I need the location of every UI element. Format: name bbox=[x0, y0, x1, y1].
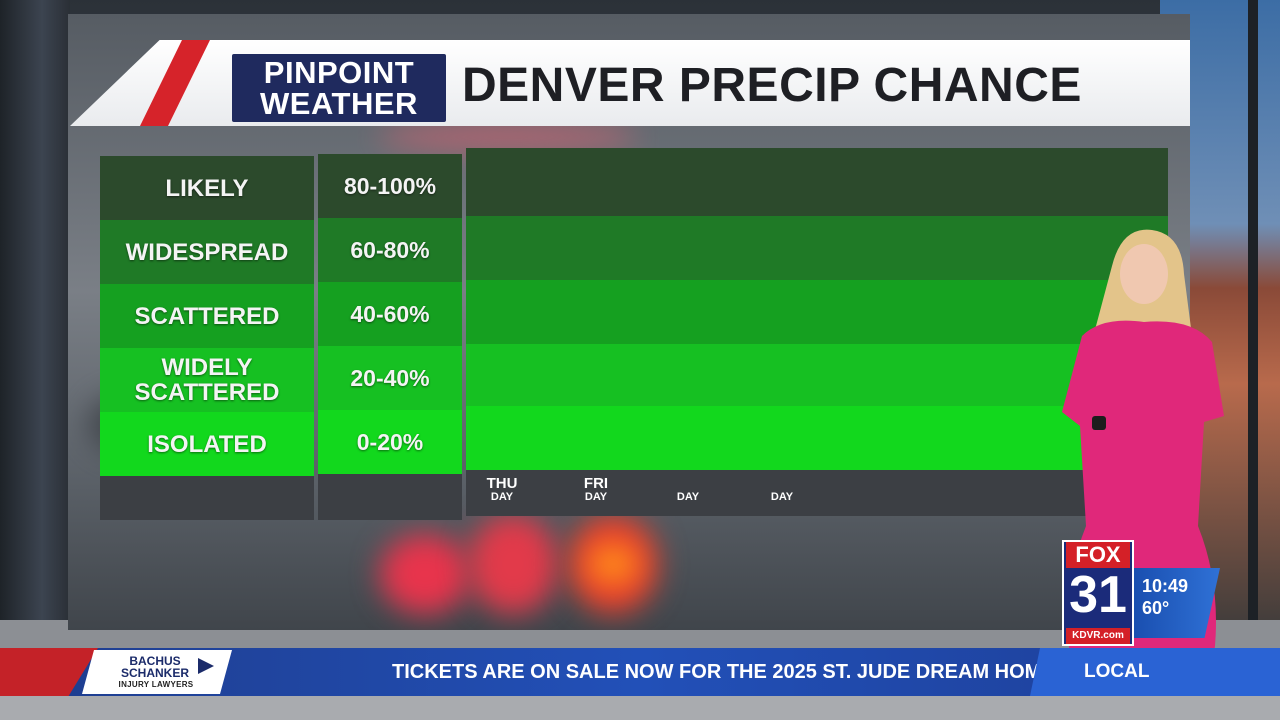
range-60-80: 60-80% bbox=[318, 218, 462, 282]
sponsor-arrow-icon bbox=[198, 658, 214, 674]
day-sub: DAY bbox=[770, 491, 794, 503]
range-footer bbox=[318, 474, 462, 520]
time-temp-panel: 10:49 60° bbox=[1134, 568, 1220, 638]
radar-blob bbox=[380, 534, 470, 614]
range-label: 80-100% bbox=[343, 172, 437, 199]
logo-line-1: PINPOINT bbox=[263, 55, 415, 90]
radar-blob bbox=[588, 544, 638, 584]
pinpoint-weather-logo: PINPOINT WEATHER bbox=[232, 54, 446, 122]
day-label-thu: THU DAY bbox=[472, 476, 532, 504]
category-label: WIDESPREAD bbox=[125, 238, 289, 266]
bottom-strip bbox=[0, 696, 1280, 720]
day-label-3: DAY bbox=[658, 476, 718, 504]
day-name: THU bbox=[486, 475, 518, 492]
day-sub: DAY bbox=[490, 491, 514, 503]
range-label: 60-80% bbox=[350, 236, 430, 263]
day-labels: THU DAY FRI DAY DAY DAY bbox=[466, 470, 1168, 516]
percentage-column: 80-100% 60-80% 40-60% 20-40% 0-20% bbox=[318, 154, 462, 520]
category-label-line-1: WIDELY bbox=[161, 354, 253, 381]
radar-blob bbox=[378, 122, 638, 152]
category-label: ISOLATED bbox=[147, 430, 267, 458]
clicker bbox=[1092, 416, 1106, 430]
day-label-fri: FRI DAY bbox=[566, 476, 626, 504]
sponsor-logo: BACHUS SCHANKER INJURY LAWYERS bbox=[82, 650, 232, 694]
logo-line-2: WEATHER bbox=[260, 86, 418, 121]
band-isolated bbox=[466, 406, 1168, 470]
day-name bbox=[658, 476, 718, 491]
page-title: DENVER PRECIP CHANCE bbox=[462, 59, 1082, 112]
category-widely-scattered: WIDELY SCATTERED bbox=[100, 348, 314, 412]
day-name bbox=[752, 476, 812, 491]
range-label: 40-60% bbox=[350, 300, 430, 327]
day-label-strip bbox=[466, 470, 1168, 516]
news-ticker: BACHUS SCHANKER INJURY LAWYERS TICKETS A… bbox=[0, 648, 1280, 696]
sponsor-name: BACHUS SCHANKER bbox=[110, 655, 200, 679]
category-label: LIKELY bbox=[165, 174, 249, 202]
day-sub: DAY bbox=[584, 491, 608, 503]
category-label: SCATTERED bbox=[134, 302, 280, 330]
sponsor-name-line-1: BACHUS bbox=[129, 654, 181, 668]
sponsor-name-line-2: SCHANKER bbox=[120, 666, 189, 680]
sponsor-tagline: INJURY LAWYERS bbox=[118, 680, 194, 689]
range-label: 0-20% bbox=[356, 428, 424, 455]
category-footer bbox=[100, 476, 314, 520]
day-sub: DAY bbox=[676, 491, 700, 503]
current-time: 10:49 bbox=[1142, 576, 1189, 596]
range-80-100: 80-100% bbox=[318, 154, 462, 218]
station-site: KDVR.com bbox=[1066, 628, 1130, 644]
category-likely: LIKELY bbox=[100, 156, 314, 220]
day-name: FRI bbox=[583, 475, 609, 492]
radar-blob bbox=[468, 514, 558, 614]
network-label: FOX bbox=[1066, 542, 1130, 568]
category-isolated: ISOLATED bbox=[100, 412, 314, 476]
band-widespread bbox=[466, 216, 1168, 280]
range-40-60: 40-60% bbox=[318, 282, 462, 346]
category-widespread: WIDESPREAD bbox=[100, 220, 314, 284]
category-column: LIKELY WIDESPREAD SCATTERED WIDELY SCATT… bbox=[100, 156, 314, 520]
band-likely bbox=[466, 148, 1168, 216]
range-20-40: 20-40% bbox=[318, 346, 462, 410]
channel-number: 31 bbox=[1069, 566, 1127, 624]
category-scattered: SCATTERED bbox=[100, 284, 314, 348]
presenter-face bbox=[1120, 244, 1168, 304]
precip-chance-chart: LIKELY WIDESPREAD SCATTERED WIDELY SCATT… bbox=[100, 148, 1168, 520]
range-label: 20-40% bbox=[350, 364, 430, 391]
current-temperature: 60° bbox=[1142, 598, 1170, 618]
ticker-section-label: LOCAL bbox=[1084, 661, 1150, 682]
day-label-4: DAY bbox=[752, 476, 812, 504]
range-0-20: 0-20% bbox=[318, 410, 462, 474]
window-frame bbox=[1248, 0, 1258, 640]
ticker-headline: TICKETS ARE ON SALE NOW FOR THE 2025 ST.… bbox=[392, 661, 1037, 683]
ticker-section: LOCAL bbox=[1030, 648, 1280, 696]
fox31-logo: FOX 31 KDVR.com bbox=[1062, 540, 1134, 646]
band-scattered bbox=[466, 280, 1168, 344]
station-bug: FOX 31 KDVR.com 10:49 60° bbox=[1062, 540, 1220, 646]
category-label-line-2: SCATTERED bbox=[134, 379, 280, 406]
ticker-accent bbox=[0, 648, 98, 696]
band-widely-scattered bbox=[466, 344, 1168, 406]
forecast-day-area: THU DAY FRI DAY DAY DAY bbox=[466, 148, 1168, 516]
studio-wall-left bbox=[0, 0, 70, 640]
